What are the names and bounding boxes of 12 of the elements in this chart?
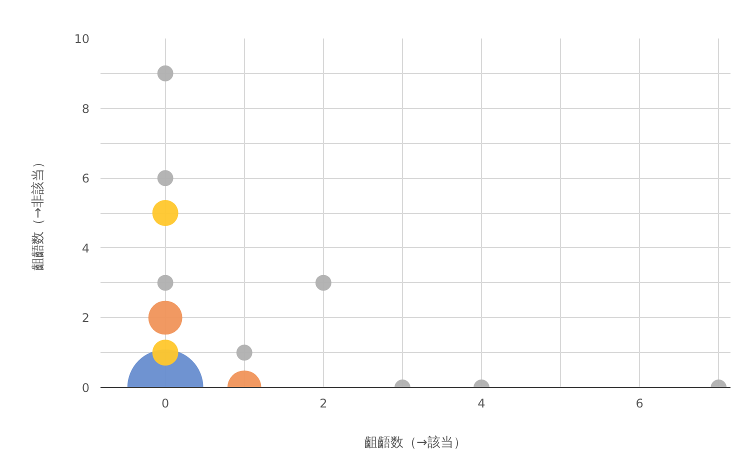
y-tick-label: 8: [82, 102, 90, 116]
y-axis-title: 齟齬数（→非該当）: [30, 156, 46, 270]
x-tick-label: 2: [320, 396, 328, 410]
x-tick-label: 0: [162, 396, 170, 410]
y-tick-label: 6: [82, 172, 90, 186]
x-axis-title: 齟齬数（→該当）: [364, 434, 466, 450]
y-tick-label: 2: [82, 311, 90, 326]
y-tick-label: 10: [74, 32, 90, 46]
y-tick-label: 4: [82, 241, 90, 256]
x-tick-label: 4: [478, 396, 486, 410]
y-tick-label: 0: [82, 381, 90, 395]
x-tick-label: 6: [636, 396, 644, 410]
